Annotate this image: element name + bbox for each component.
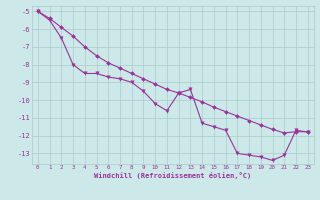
X-axis label: Windchill (Refroidissement éolien,°C): Windchill (Refroidissement éolien,°C)	[94, 172, 252, 179]
